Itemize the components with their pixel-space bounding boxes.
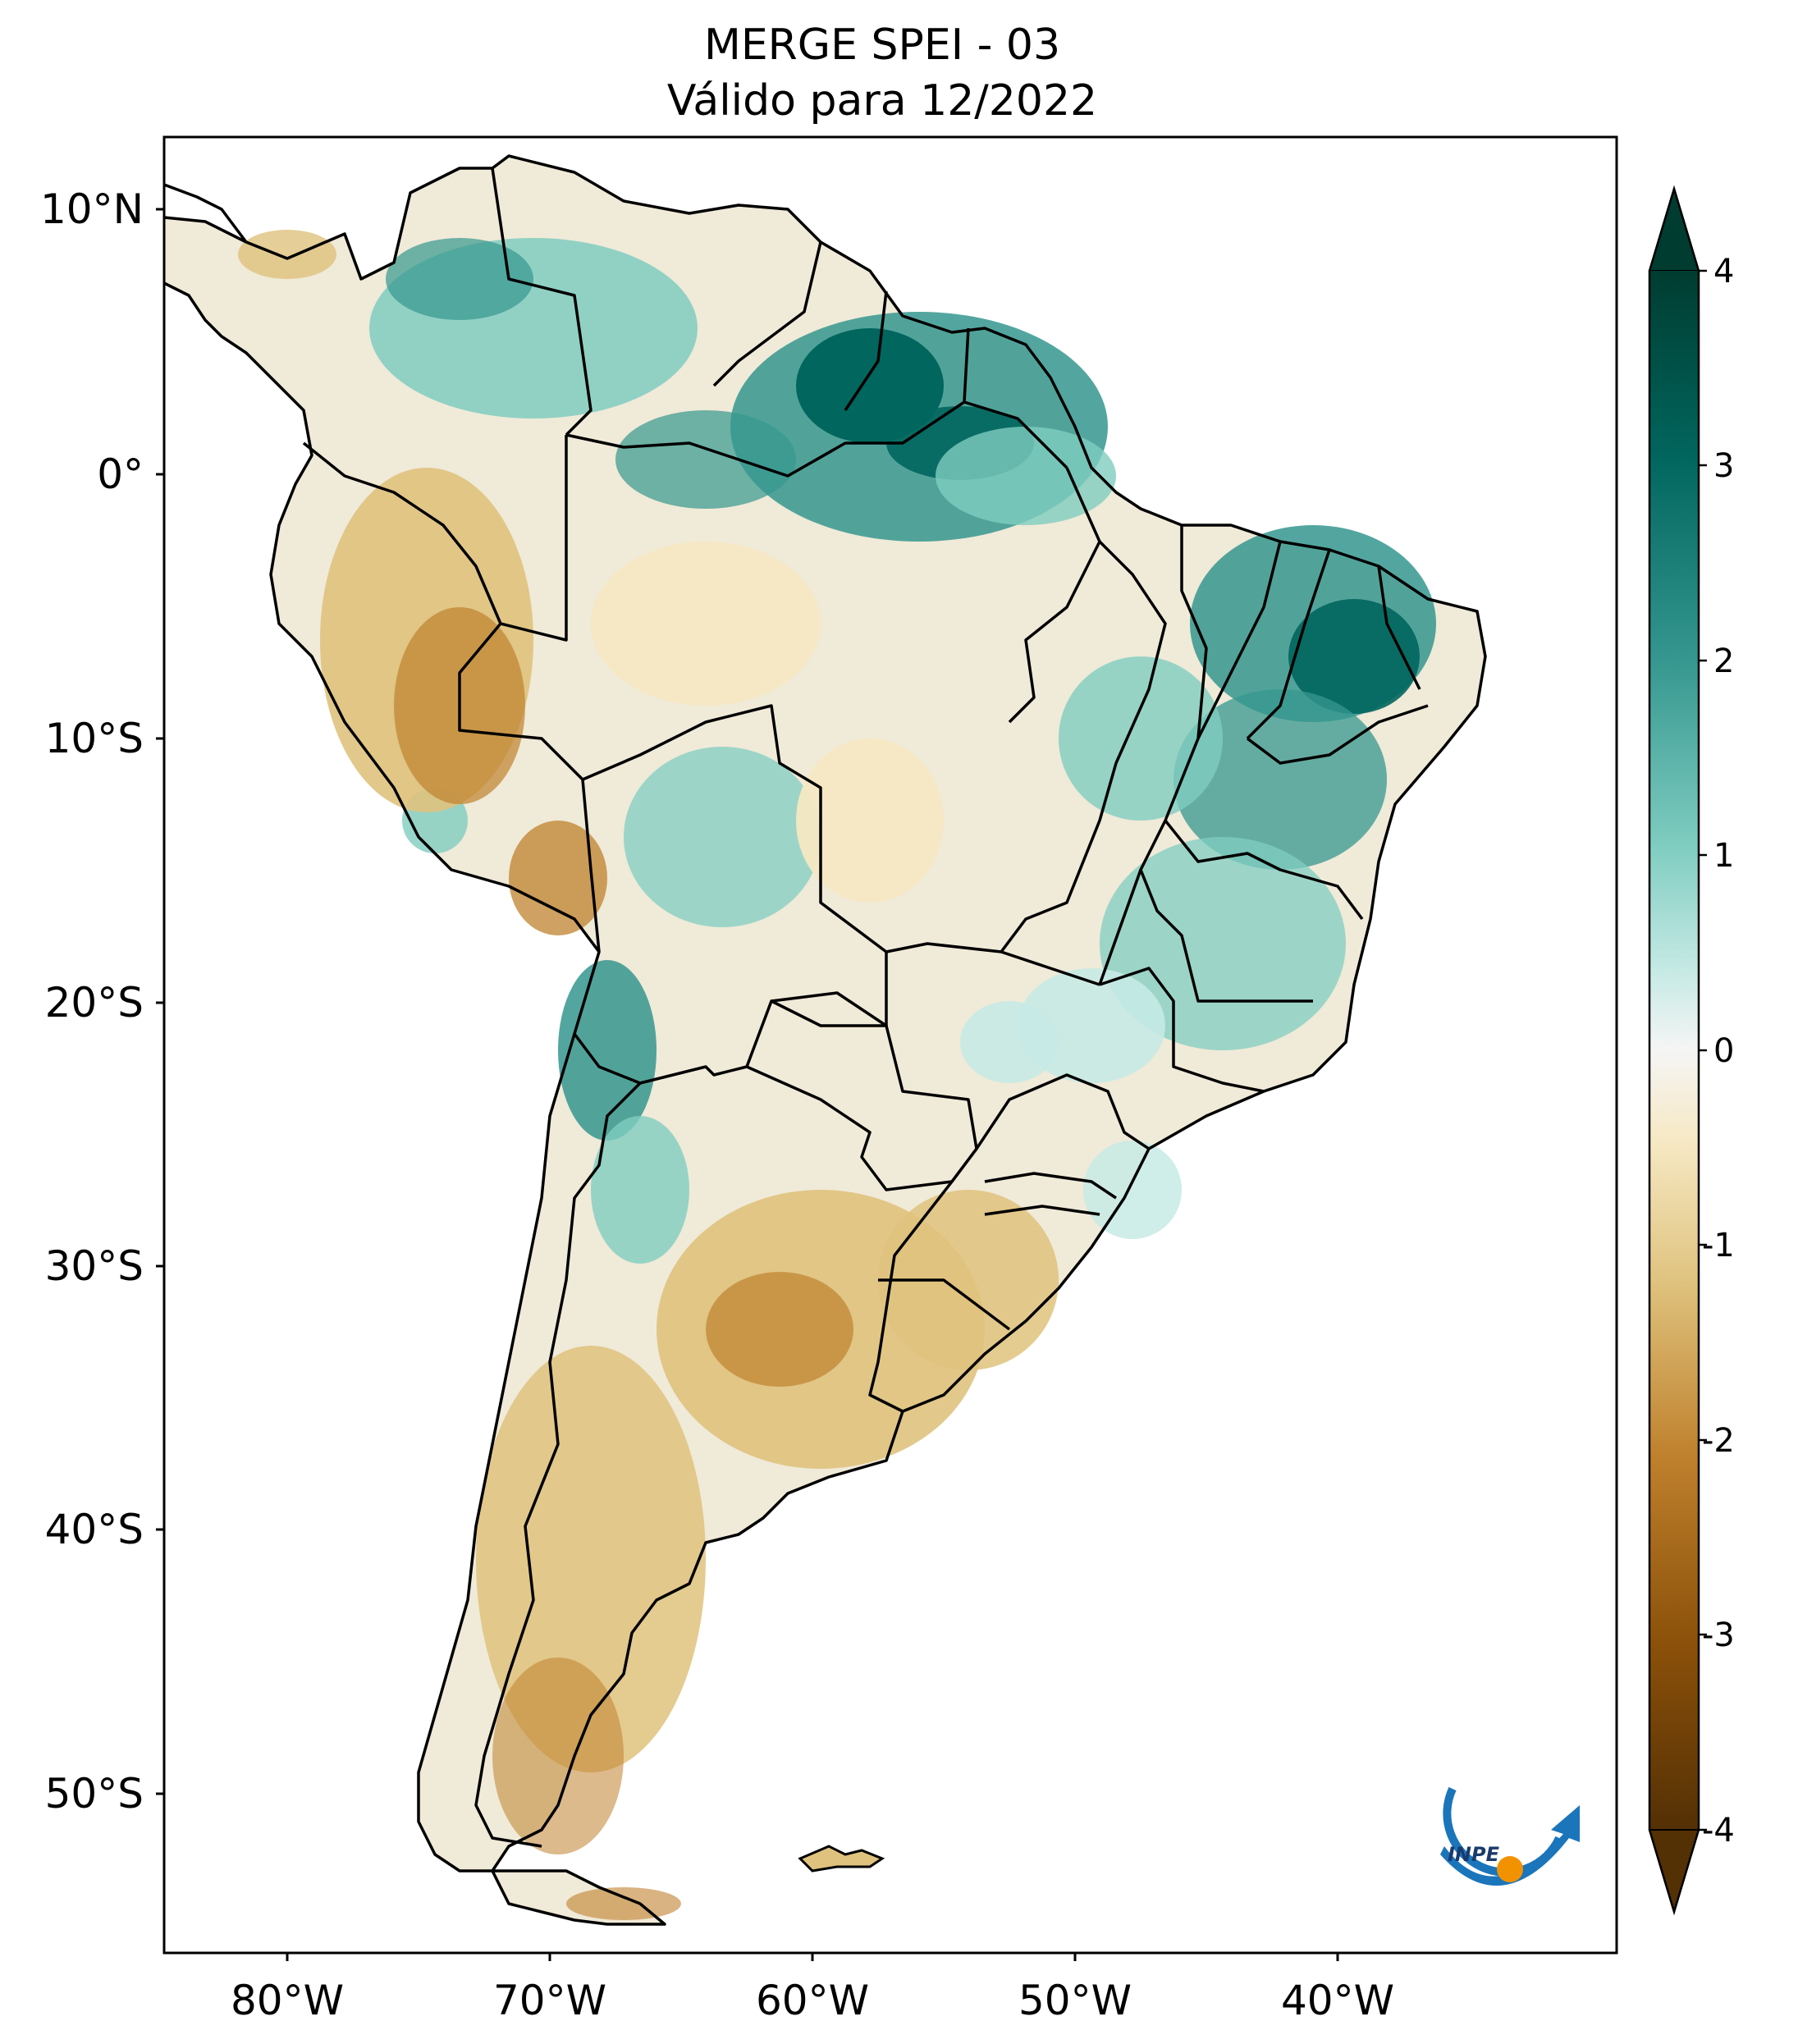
lat-tick-label: 40°S [45,1506,144,1553]
colorbar-extend-top [1648,185,1700,272]
lon-tick-label: 80°W [231,1977,344,2024]
lon-tick-label: 70°W [493,1977,606,2024]
logo-sun [1497,1856,1523,1882]
political-borders [164,154,1487,1926]
falkland-islands [798,1845,885,1873]
map-title-line2: Válido para 12/2022 [667,76,1097,126]
colorbar-extend-bottom [1648,1829,1700,1915]
wet-anomaly-regions [369,238,1436,1264]
inpe-logo: INPE [1440,1786,1580,1886]
lat-tick-label: 10°S [45,715,144,762]
logo-text: INPE [1448,1843,1500,1866]
colorbar-tick-label: -1 [1702,1227,1735,1264]
lat-tick-label: 20°S [45,979,144,1027]
colorbar-tick-label: -3 [1702,1616,1735,1654]
colorbar: 4 3 2 1 0 -1 -2 -3 -4 [1648,185,1735,1916]
lat-tick-label: 50°S [45,1770,144,1818]
colorbar-tick-label: 3 [1713,447,1734,485]
colorbar-tick-label: -4 [1702,1812,1735,1850]
lat-tick-label: 0° [97,450,144,498]
colorbar-tick-label: 1 [1713,837,1734,875]
colorbar-tick-label: 4 [1713,253,1734,290]
colorbar-tick-label: -2 [1702,1422,1735,1460]
map-frame [162,135,1618,1955]
latitude-axis: 10°N 0° 10°S 20°S 30°S 40°S 50°S [40,185,164,1818]
lon-tick-label: 60°W [756,1977,869,2024]
lon-tick-label: 50°W [1018,1977,1132,2024]
colorbar-tick-label: 2 [1713,642,1734,680]
colorbar-tick-label: 0 [1713,1032,1734,1070]
lon-tick-label: 40°W [1281,1977,1394,2024]
longitude-axis: 80°W 70°W 60°W 50°W 40°W [231,1953,1394,2024]
lat-tick-label: 30°S [45,1242,144,1290]
colorbar-gradient [1649,271,1699,1830]
lat-tick-label: 10°N [40,185,144,233]
map-area [164,137,1617,1953]
map-title-line1: MERGE SPEI - 03 [704,21,1060,70]
